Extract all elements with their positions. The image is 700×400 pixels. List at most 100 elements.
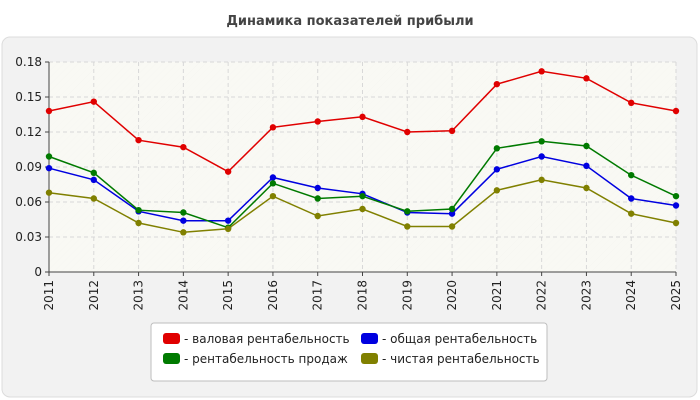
data-point bbox=[180, 143, 187, 151]
x-tick-label: 2013 bbox=[132, 280, 146, 311]
data-point bbox=[314, 195, 321, 202]
data-point bbox=[180, 217, 187, 224]
x-tick-label: 2018 bbox=[356, 280, 370, 311]
x-tick-label: 2025 bbox=[669, 280, 683, 311]
legend-swatch bbox=[163, 333, 180, 344]
legend: - валовая рентабельность - общая рентабел… bbox=[150, 322, 548, 382]
data-point bbox=[583, 184, 590, 192]
data-point bbox=[538, 138, 545, 145]
legend-label: - чистая рентабельность bbox=[382, 352, 540, 366]
data-point bbox=[583, 142, 590, 150]
x-tick-label: 2014 bbox=[176, 280, 190, 311]
data-point bbox=[359, 113, 366, 121]
data-point bbox=[404, 223, 411, 230]
data-point bbox=[224, 217, 232, 224]
data-point bbox=[538, 68, 545, 75]
legend-swatch bbox=[163, 353, 180, 364]
x-tick-label: 2012 bbox=[87, 280, 101, 311]
data-point bbox=[269, 124, 277, 131]
data-point bbox=[269, 174, 277, 181]
data-point bbox=[90, 176, 97, 184]
x-tick-label: 2021 bbox=[490, 280, 504, 311]
data-point bbox=[672, 107, 680, 115]
legend-item: - валовая рентабельность bbox=[163, 332, 350, 346]
data-point bbox=[583, 75, 590, 82]
data-point bbox=[180, 209, 187, 216]
chart-title: Динамика показателей прибыли bbox=[226, 14, 473, 29]
data-point bbox=[404, 128, 411, 136]
legend-swatch bbox=[361, 333, 378, 344]
data-point bbox=[135, 206, 142, 214]
data-point bbox=[314, 118, 321, 125]
data-point bbox=[448, 205, 456, 213]
data-point bbox=[269, 180, 277, 187]
data-point bbox=[493, 187, 501, 194]
y-tick-label: 0.09 bbox=[15, 160, 42, 174]
data-point bbox=[45, 153, 53, 160]
data-point bbox=[448, 223, 456, 230]
y-tick-label: 0.15 bbox=[15, 90, 42, 104]
x-tick-label: 2019 bbox=[400, 280, 414, 311]
data-point bbox=[45, 189, 53, 196]
legend-item: - общая рентабельность bbox=[361, 332, 537, 346]
y-tick-label: 0 bbox=[34, 265, 42, 279]
data-point bbox=[224, 225, 232, 233]
series-group bbox=[45, 68, 680, 236]
data-point bbox=[90, 195, 97, 202]
data-point bbox=[90, 98, 97, 105]
series-1 bbox=[45, 68, 680, 175]
x-tick-label: 2015 bbox=[221, 280, 235, 311]
data-point bbox=[672, 192, 680, 200]
data-point bbox=[448, 210, 456, 217]
legend-swatch bbox=[361, 353, 378, 364]
data-point bbox=[404, 208, 411, 215]
data-point bbox=[628, 171, 635, 179]
data-point bbox=[628, 210, 635, 217]
data-point bbox=[135, 136, 142, 144]
data-point bbox=[359, 205, 366, 213]
data-point bbox=[45, 107, 53, 115]
legend-label: - рентабельность продаж bbox=[184, 352, 348, 366]
data-point bbox=[90, 169, 97, 177]
grid bbox=[49, 61, 677, 272]
legend-item: - чистая рентабельность bbox=[361, 352, 540, 366]
data-point bbox=[628, 99, 635, 107]
data-point bbox=[493, 80, 501, 88]
data-point bbox=[269, 192, 277, 200]
data-point bbox=[180, 229, 187, 236]
legend-label: - валовая рентабельность bbox=[184, 332, 350, 346]
data-point bbox=[628, 195, 635, 202]
data-point bbox=[224, 168, 232, 175]
y-tick-label: 0.12 bbox=[15, 125, 42, 139]
data-point bbox=[672, 202, 680, 209]
legend-item: - рентабельность продаж bbox=[163, 352, 348, 366]
data-point bbox=[493, 166, 501, 173]
data-point bbox=[538, 176, 545, 184]
data-point bbox=[448, 127, 456, 135]
x-tick-label: 2020 bbox=[445, 280, 459, 311]
x-tick-label: 2011 bbox=[42, 280, 56, 311]
data-point bbox=[493, 145, 501, 152]
data-point bbox=[135, 219, 142, 227]
legend-box bbox=[150, 322, 548, 382]
y-tick-label: 0.06 bbox=[15, 195, 42, 209]
x-tick-label: 2023 bbox=[579, 280, 593, 311]
y-tick-label: 0.03 bbox=[15, 230, 42, 244]
axes: 0 0.03 0.06 0.09 0.12 0.15 0.18 2011 2012 2013 201… bbox=[15, 55, 683, 311]
y-tick-label: 0.18 bbox=[15, 55, 42, 69]
data-point bbox=[314, 184, 321, 192]
x-tick-label: 2022 bbox=[535, 280, 549, 311]
legend-label: - общая рентабельность bbox=[382, 332, 537, 346]
data-point bbox=[314, 212, 321, 220]
x-tick-label: 2024 bbox=[624, 280, 638, 311]
data-point bbox=[672, 219, 680, 227]
x-tick-label: 2017 bbox=[311, 280, 325, 311]
data-point bbox=[583, 162, 590, 170]
series-4 bbox=[45, 176, 680, 236]
data-point bbox=[45, 164, 53, 172]
data-point bbox=[359, 192, 366, 200]
x-tick-label: 2016 bbox=[266, 280, 280, 311]
data-point bbox=[538, 153, 545, 160]
